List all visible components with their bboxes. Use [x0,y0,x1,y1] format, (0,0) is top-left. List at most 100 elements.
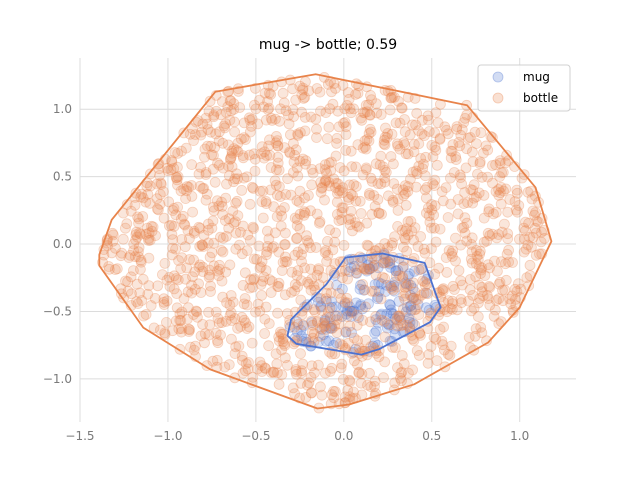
bottle-point [144,197,156,209]
bottle-point [149,292,161,304]
mug-point [331,279,343,291]
bottle-point [299,91,311,103]
bottle-point [232,322,244,334]
bottle-point [446,303,458,315]
bottle-point [420,207,432,219]
bottle-point [151,178,163,190]
bottle-point [487,177,498,189]
bottle-point [462,197,474,209]
bottle-point [227,296,239,308]
bottle-point [276,344,288,356]
bottle-point [382,242,394,254]
bottle-point [361,239,373,251]
bottle-point [350,161,362,173]
bottle-point [254,262,266,274]
mug-point [324,322,336,334]
bottle-point [121,218,133,230]
bottle-point [474,248,486,260]
bottle-point [343,194,355,205]
bottle-point [220,230,232,242]
bottle-point [477,290,489,302]
bottle-point [331,327,343,338]
bottle-point [316,305,328,316]
mug-point [388,285,400,297]
bottle-point [218,120,230,132]
mug-point [315,301,327,313]
mug-point [385,304,397,316]
bottle-point [162,165,174,177]
bottle-point [422,357,434,369]
bottle-point [392,193,404,205]
bottle-point [293,196,305,208]
bottle-point [154,198,166,210]
bottle-point [313,264,324,276]
mug-point [395,314,407,326]
bottle-point [482,144,494,156]
bottle-point [178,218,190,230]
bottle-point [333,287,345,299]
bottle-point [220,315,232,327]
bottle-point [220,192,232,204]
mug-point [407,283,419,294]
bottle-point [324,365,336,377]
bottle-point [339,296,351,308]
bottle-point [206,149,218,161]
bottle-point [276,369,288,381]
bottle-point [379,356,391,368]
bottle-point [431,159,443,171]
bottle-point [196,239,208,251]
bottle-point [315,176,327,188]
bottle-point [400,148,412,160]
bottle-point [243,112,255,124]
bottle-point [342,273,353,285]
bottle-point [275,328,287,340]
bottle-point [217,246,229,258]
bottle-point [171,174,183,186]
bottle-point [116,247,128,259]
bottle-point [382,190,394,202]
bottle-point [120,275,131,287]
bottle-point [289,212,301,224]
bottle-point [319,367,331,379]
bottle-point [481,289,493,301]
bottle-point [230,227,242,239]
bottle-point [437,283,449,295]
bottle-point [352,139,364,151]
bottle-point [179,219,191,231]
bottle-point [176,323,187,335]
bottle-point [261,150,273,161]
bottle-point [254,185,266,197]
bottle-point [371,107,383,119]
bottle-point [195,161,207,173]
bottle-point [402,216,414,228]
bottle-point [186,287,198,299]
bottle-point [366,175,378,187]
bottle-point [213,270,225,282]
bottle-point [256,196,268,208]
bottle-point [441,124,452,136]
bottle-point [488,310,500,322]
bottle-point [320,175,332,187]
bottle-point [220,266,232,278]
bottle-point [476,281,488,293]
hulls [98,73,553,410]
mug-point [412,299,424,311]
bottle-point [289,149,301,161]
bottle-point [490,159,502,171]
bottle-point [402,181,414,193]
bottle-point [325,287,337,299]
bottle-point [429,141,441,153]
mug-point [345,262,357,273]
x-tick-label: 0.5 [422,429,441,443]
bottle-point [188,225,200,237]
bottle-point [411,345,423,357]
bottle-point [176,306,188,318]
bottle-point [247,221,259,233]
bottle-point [150,230,161,242]
bottle-point [152,204,164,216]
bottle-point [403,312,414,324]
bottle-point [200,167,212,178]
bottle-point [240,317,251,329]
bottle-point [318,321,330,333]
bottle-point [417,158,429,170]
